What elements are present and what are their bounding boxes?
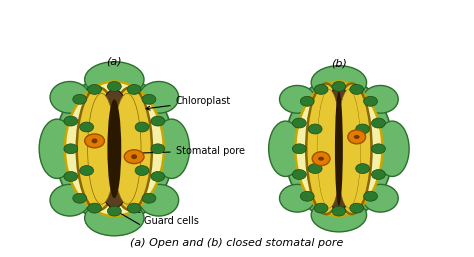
Ellipse shape: [314, 85, 328, 94]
Ellipse shape: [308, 124, 322, 134]
Ellipse shape: [108, 99, 121, 198]
Ellipse shape: [335, 91, 343, 206]
Ellipse shape: [348, 130, 365, 144]
Ellipse shape: [332, 206, 346, 216]
Ellipse shape: [85, 134, 104, 148]
Ellipse shape: [64, 171, 78, 181]
Text: Chloroplast: Chloroplast: [146, 96, 231, 110]
Ellipse shape: [139, 81, 179, 113]
Ellipse shape: [292, 118, 306, 128]
Ellipse shape: [85, 200, 144, 236]
Ellipse shape: [311, 198, 366, 232]
Ellipse shape: [80, 166, 93, 176]
Ellipse shape: [364, 191, 377, 201]
Ellipse shape: [308, 164, 322, 173]
Ellipse shape: [50, 184, 90, 216]
Ellipse shape: [375, 121, 409, 177]
Text: Guard cells: Guard cells: [128, 208, 199, 226]
Ellipse shape: [350, 85, 364, 94]
Ellipse shape: [363, 184, 398, 212]
Ellipse shape: [356, 164, 370, 173]
Ellipse shape: [135, 166, 149, 176]
Ellipse shape: [295, 81, 383, 216]
Ellipse shape: [323, 86, 355, 212]
Ellipse shape: [73, 193, 87, 203]
Ellipse shape: [135, 122, 149, 132]
Ellipse shape: [306, 84, 346, 214]
Ellipse shape: [312, 152, 330, 166]
Text: (a) Open and (b) closed stomatal pore: (a) Open and (b) closed stomatal pore: [130, 238, 344, 248]
Ellipse shape: [124, 150, 144, 164]
Ellipse shape: [354, 135, 360, 139]
Ellipse shape: [108, 206, 121, 216]
Ellipse shape: [73, 94, 87, 104]
Text: (a): (a): [107, 57, 122, 67]
Ellipse shape: [363, 86, 398, 113]
Ellipse shape: [280, 184, 315, 212]
Ellipse shape: [127, 85, 141, 94]
Ellipse shape: [372, 170, 385, 179]
Ellipse shape: [280, 86, 315, 113]
Ellipse shape: [332, 84, 372, 214]
Ellipse shape: [284, 78, 393, 220]
Ellipse shape: [337, 89, 361, 208]
Ellipse shape: [151, 171, 165, 181]
Ellipse shape: [64, 116, 78, 126]
Ellipse shape: [88, 93, 115, 204]
Ellipse shape: [154, 119, 190, 178]
Ellipse shape: [142, 193, 156, 203]
Ellipse shape: [65, 81, 164, 216]
Ellipse shape: [50, 81, 90, 113]
Ellipse shape: [39, 119, 75, 178]
Ellipse shape: [131, 154, 137, 159]
Ellipse shape: [356, 124, 370, 134]
Ellipse shape: [108, 81, 121, 91]
Ellipse shape: [292, 144, 306, 154]
Ellipse shape: [91, 138, 98, 143]
Ellipse shape: [151, 116, 165, 126]
Ellipse shape: [317, 89, 341, 208]
Ellipse shape: [64, 144, 78, 154]
Ellipse shape: [314, 203, 328, 213]
Ellipse shape: [88, 203, 101, 213]
Ellipse shape: [372, 144, 385, 154]
Ellipse shape: [77, 87, 120, 210]
Ellipse shape: [113, 93, 141, 204]
Ellipse shape: [85, 62, 144, 97]
Ellipse shape: [269, 121, 302, 177]
Ellipse shape: [301, 191, 314, 201]
Ellipse shape: [80, 122, 93, 132]
Ellipse shape: [332, 81, 346, 91]
Ellipse shape: [94, 89, 134, 208]
Text: Stomatal pore: Stomatal pore: [123, 146, 245, 156]
Ellipse shape: [88, 85, 101, 94]
Ellipse shape: [301, 96, 314, 106]
Ellipse shape: [372, 118, 385, 128]
Ellipse shape: [55, 75, 173, 223]
Ellipse shape: [292, 170, 306, 179]
Ellipse shape: [109, 87, 152, 210]
Ellipse shape: [151, 144, 165, 154]
Ellipse shape: [311, 66, 366, 99]
Ellipse shape: [350, 203, 364, 213]
Text: (b): (b): [331, 59, 347, 69]
Ellipse shape: [364, 96, 377, 106]
Ellipse shape: [127, 203, 141, 213]
Ellipse shape: [142, 94, 156, 104]
Ellipse shape: [139, 184, 179, 216]
Ellipse shape: [318, 157, 324, 161]
